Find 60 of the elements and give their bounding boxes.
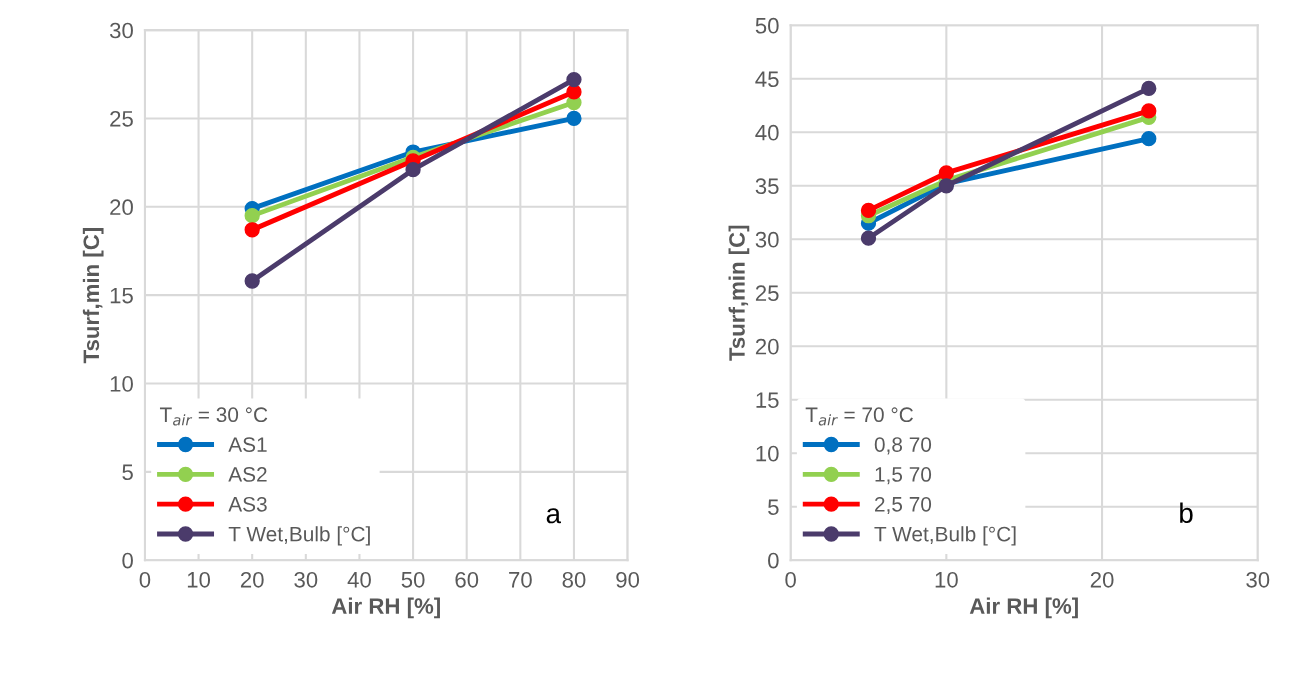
y-tick-label: 10 <box>756 445 779 462</box>
y-tick-label: 0 <box>768 552 779 569</box>
x-tick-label: 20 <box>1090 571 1114 588</box>
x-tick-label: 40 <box>347 571 371 588</box>
y-tick-label: 25 <box>755 285 779 302</box>
x-tick-label: 10 <box>187 571 211 588</box>
x-tick-label: 50 <box>401 571 425 588</box>
x-tick-label: 30 <box>1246 571 1270 588</box>
legend-title: T$_{air}$ = 30 °C <box>159 407 268 426</box>
y-tick-label: 30 <box>109 22 133 39</box>
x-tick-label: 80 <box>562 571 586 588</box>
y-tick-label: 15 <box>756 392 779 408</box>
point <box>244 207 260 224</box>
point <box>244 273 260 289</box>
y-tick-label: 50 <box>755 17 779 34</box>
legend-label: 2,5 70 <box>875 496 932 515</box>
x-axis-title: Air RH [%] <box>969 597 1078 619</box>
y-tick-label: 20 <box>110 199 133 216</box>
point <box>405 162 421 178</box>
legend-label: T Wet,Bulb [°C] <box>228 526 370 546</box>
point <box>244 222 260 238</box>
y-axis-title: Tsurf,min [C] <box>82 228 104 364</box>
x-tick-label: 0 <box>785 571 796 588</box>
point <box>566 71 582 88</box>
point <box>938 165 954 181</box>
legend-label: T Wet,Bulb [°C] <box>874 526 1016 546</box>
annotation: a <box>546 508 561 524</box>
y-tick-label: 20 <box>755 338 779 355</box>
legend-label: 1,5 70 <box>875 467 932 485</box>
point <box>1141 103 1157 119</box>
x-tick-label: 90 <box>616 571 640 588</box>
y-tick-label: 5 <box>768 499 779 515</box>
point <box>566 110 582 127</box>
x-axis-title: Air RH [%] <box>331 597 440 619</box>
y-tick-label: 25 <box>110 110 133 127</box>
y-tick-label: 0 <box>122 552 133 569</box>
y-tick-label: 35 <box>755 178 779 195</box>
legend-title: T$_{air}$ = 70 °C <box>805 407 913 426</box>
y-tick-label: 10 <box>110 376 133 392</box>
legend-label: AS1 <box>228 437 267 452</box>
y-tick-label: 15 <box>110 287 133 304</box>
point <box>860 230 877 246</box>
x-tick-label: 10 <box>935 571 958 588</box>
x-tick-label: 60 <box>455 571 479 588</box>
annotation: b <box>1180 502 1193 524</box>
x-tick-label: 0 <box>139 571 151 588</box>
point <box>1141 80 1157 97</box>
y-tick-label: 5 <box>122 464 133 481</box>
y-tick-label: 45 <box>755 71 779 88</box>
point <box>860 202 877 219</box>
y-axis-title: Tsurf,min [C] <box>728 225 750 361</box>
x-tick-label: 20 <box>240 571 264 588</box>
x-tick-label: 30 <box>294 571 318 588</box>
legend-label: 0,8 70 <box>874 437 932 455</box>
legend-label: AS2 <box>228 467 267 482</box>
point <box>1141 131 1157 147</box>
y-tick-label: 40 <box>755 124 779 141</box>
y-tick-label: 30 <box>755 231 779 248</box>
legend-label: AS3 <box>228 496 267 512</box>
x-tick-label: 70 <box>509 571 532 588</box>
